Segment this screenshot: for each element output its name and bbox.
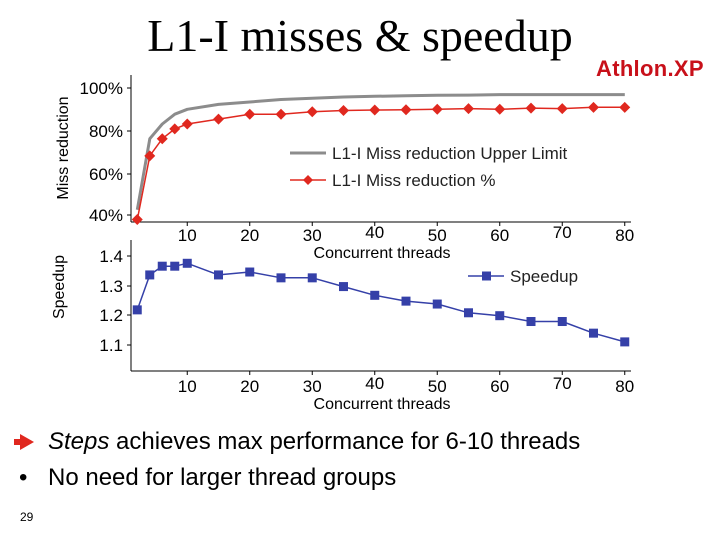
x-tick-label: 20 <box>240 226 259 245</box>
x-tick-label: 30 <box>303 377 322 396</box>
speedup-chart: 1.4 1.3 1.2 1.1 10 20 30 40 50 60 70 80 Concurrent t… <box>51 240 634 413</box>
data-point-square <box>276 273 286 283</box>
data-point-diamond <box>338 105 349 117</box>
athlon-badge: Athlon.XP <box>596 56 704 81</box>
data-point-square <box>339 282 348 292</box>
y-tick-label: 100% <box>80 79 123 98</box>
data-point-square <box>307 273 317 283</box>
data-point-square <box>464 308 473 318</box>
data-point-square <box>132 305 142 315</box>
legend-label: L1-I Miss reduction Upper Limit <box>332 144 568 163</box>
data-point-diamond <box>169 123 181 135</box>
x-tick-label: 30 <box>303 226 322 245</box>
data-point-diamond <box>275 108 287 120</box>
y-axis-title: Speedup <box>51 255 68 319</box>
x-tick-label: 70 <box>553 223 572 242</box>
data-point-square <box>620 337 630 347</box>
series-line <box>136 106 625 220</box>
data-point-diamond <box>463 103 474 115</box>
bullet-item-thread-groups: • No need for larger thread groups <box>16 460 720 496</box>
data-point-diamond <box>588 101 599 113</box>
y-axis-title: Miss reduction <box>55 96 72 199</box>
x-tick-label: 10 <box>178 226 197 245</box>
data-point-diamond <box>400 104 412 116</box>
y-tick-label: 1.3 <box>99 277 123 296</box>
data-point-square <box>401 296 411 306</box>
data-point-square <box>526 317 536 327</box>
y-tick-label: 1.1 <box>99 336 123 355</box>
arrow-bullet-icon <box>14 424 44 460</box>
data-point-diamond <box>525 102 537 114</box>
slide-title: L1-I misses & speedup <box>147 10 573 61</box>
y-tick-label: 60% <box>89 165 123 184</box>
bullet-text: achieves max performance for 6-10 thread… <box>109 428 581 455</box>
bullet-emphasis: Steps <box>48 428 110 455</box>
data-point-diamond <box>244 108 256 120</box>
x-axis-title: Concurrent threads <box>314 396 451 413</box>
series-line <box>135 93 625 211</box>
data-point-diamond <box>144 150 156 162</box>
data-point-diamond <box>213 113 224 125</box>
x-tick-label: 60 <box>490 377 509 396</box>
data-point-diamond <box>431 103 443 115</box>
data-point-diamond <box>156 133 168 145</box>
data-point-diamond <box>494 103 506 115</box>
charts: 100% 80% 60% 40% 10 20 30 40 50 60 70 80 Concurrent … <box>51 75 634 413</box>
data-point-diamond <box>369 104 381 116</box>
x-tick-label: 60 <box>490 226 509 245</box>
miss-reduction-chart: 100% 80% 60% 40% 10 20 30 40 50 60 70 80 Concurrent … <box>55 75 634 262</box>
data-point-square <box>370 290 380 300</box>
data-point-diamond <box>619 101 631 113</box>
data-point-square <box>157 261 167 271</box>
data-point-square <box>245 267 255 277</box>
bullet-list: Steps achieves max performance for 6-10 … <box>14 424 720 496</box>
x-tick-label: 40 <box>365 223 384 242</box>
data-point-square <box>145 270 155 280</box>
bullet-text: No need for larger thread groups <box>48 464 397 491</box>
data-point-square <box>182 258 192 268</box>
y-tick-label: 80% <box>89 122 123 141</box>
legend-label: Speedup <box>510 267 578 286</box>
legend-marker-diamond <box>303 175 313 185</box>
legend-marker-square <box>482 271 491 281</box>
data-point-square <box>589 328 598 338</box>
x-tick-label: 80 <box>615 377 634 396</box>
x-tick-label: 10 <box>178 377 197 396</box>
data-point-square <box>214 270 223 280</box>
data-point-square <box>432 299 442 309</box>
x-tick-label: 80 <box>615 226 634 245</box>
data-point-diamond <box>131 214 143 226</box>
y-tick-label: 1.2 <box>99 306 123 325</box>
x-tick-label: 40 <box>365 374 384 393</box>
y-tick-label: 1.4 <box>99 247 123 266</box>
data-point-square <box>557 317 567 327</box>
bullet-item-steps: Steps achieves max performance for 6-10 … <box>14 424 720 460</box>
x-tick-label: 50 <box>428 226 447 245</box>
x-tick-label: 20 <box>240 377 259 396</box>
data-point-diamond <box>181 118 193 130</box>
data-point-square <box>170 261 180 271</box>
data-point-diamond <box>556 103 568 115</box>
x-tick-label: 50 <box>428 377 447 396</box>
data-point-square <box>495 311 505 321</box>
page-number: 29 <box>20 510 34 524</box>
x-axis-title: Concurrent threads <box>314 245 451 262</box>
dot-bullet-icon: • <box>19 464 28 491</box>
legend-label: L1-I Miss reduction % <box>332 171 495 190</box>
y-tick-label: 40% <box>89 206 123 225</box>
x-tick-label: 70 <box>553 374 572 393</box>
data-point-diamond <box>306 106 318 118</box>
